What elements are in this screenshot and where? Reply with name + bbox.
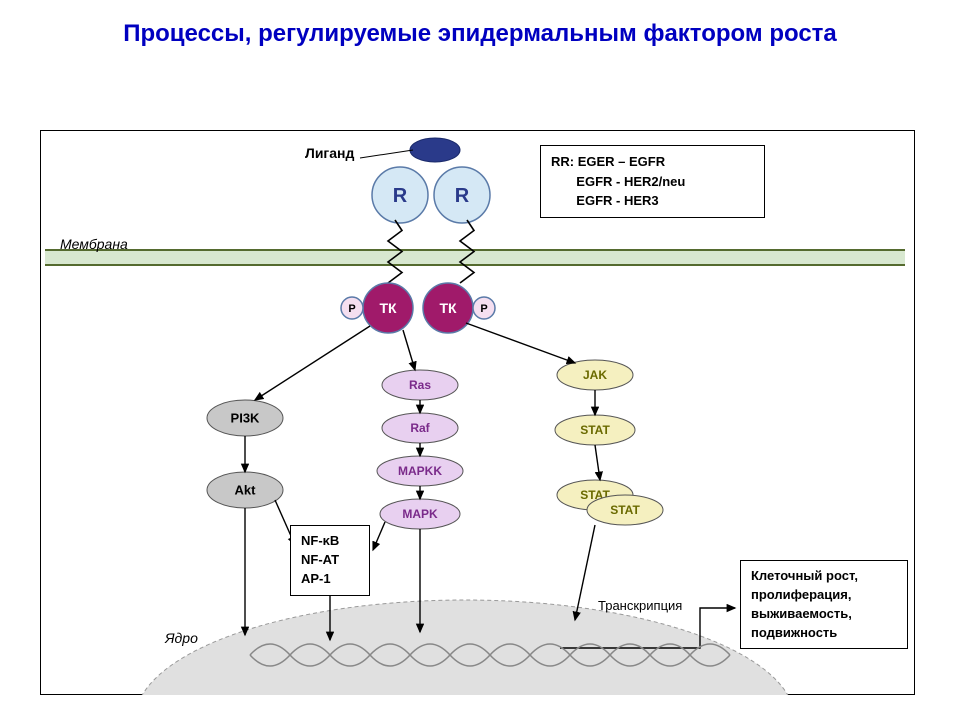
svg-text:ТК: ТК (439, 300, 457, 316)
svg-text:Raf: Raf (410, 421, 430, 435)
svg-text:Akt: Akt (235, 483, 257, 498)
svg-text:R: R (393, 185, 408, 207)
nucleus-label: Ядро (165, 630, 198, 646)
svg-text:ТК: ТК (379, 300, 397, 316)
output-box: Клеточный рост,пролиферация,выживаемость… (740, 560, 908, 649)
svg-text:R: R (455, 185, 470, 207)
svg-text:STAT: STAT (580, 423, 610, 437)
svg-text:MAPK: MAPK (402, 507, 438, 521)
transcription-label: Транскрипция (598, 598, 682, 613)
svg-text:P: P (480, 303, 487, 315)
rr-box: RR: EGER – EGFR EGFR - HER2/neu EGFR - H… (540, 145, 765, 218)
svg-text:STAT: STAT (610, 503, 640, 517)
svg-text:MAPKK: MAPKK (398, 464, 442, 478)
ligand-label: Лиганд (305, 145, 354, 161)
svg-text:JAK: JAK (583, 368, 607, 382)
nf-box: NF-κBNF-ATAP-1 (290, 525, 370, 596)
svg-text:P: P (348, 303, 355, 315)
svg-text:Ras: Ras (409, 378, 431, 392)
membrane-label: Мембрана (60, 236, 128, 252)
svg-text:PI3K: PI3K (231, 411, 261, 426)
